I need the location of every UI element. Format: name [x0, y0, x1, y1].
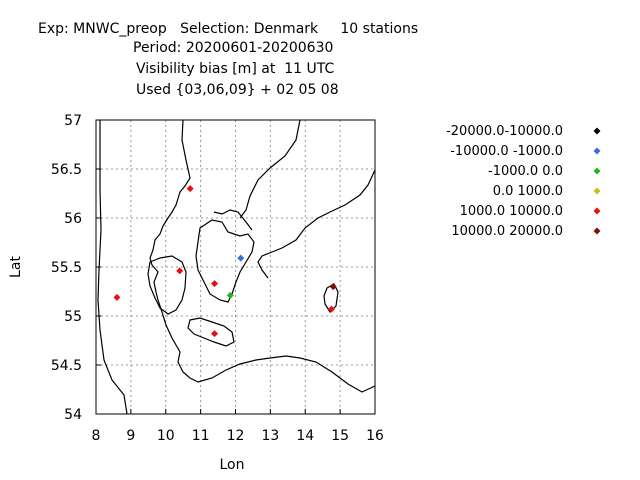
- x-tick-label: 16: [366, 428, 384, 444]
- coast-sweden: [257, 169, 375, 279]
- x-tick-label: 9: [126, 428, 135, 444]
- x-tick-label: 8: [92, 428, 101, 444]
- legend: -20000.0-10000.0 -10000.0 -1000.0 -1000.0 …: [446, 124, 601, 239]
- x-tick-label: 13: [261, 428, 279, 444]
- station-marker: [176, 267, 184, 275]
- station-marker: [211, 280, 219, 288]
- legend-label: -1000.0 0.0: [488, 164, 563, 179]
- legend-marker: [593, 207, 601, 215]
- coast-lolland: [187, 317, 235, 347]
- station-marker: [226, 291, 234, 299]
- station-marker: [186, 185, 194, 193]
- x-tick-label: 15: [331, 428, 349, 444]
- coast-sweden-north: [239, 120, 301, 219]
- coast-zealand-north: [213, 209, 253, 231]
- header-title-line1: Exp: MNWC_preop Selection: Denmark 10 st…: [38, 21, 419, 37]
- coast-jutland-east: [149, 120, 199, 383]
- coast-fyn: [147, 255, 187, 315]
- x-tick-label: 14: [296, 428, 314, 444]
- legend-marker: [593, 187, 601, 195]
- station-points: [113, 185, 337, 338]
- header-used-forecasts: Used {03,06,09} + 02 05 08: [136, 82, 339, 98]
- y-tick-label: 54: [64, 407, 82, 423]
- legend-marker: [593, 167, 601, 175]
- y-axis-label: Lat: [8, 256, 24, 278]
- legend-marker: [593, 127, 601, 135]
- axis-ticks: 8 9 10 11 12 13 14 15 16 54 54.5 55 55.5 56 56.5 57: [51, 113, 384, 444]
- station-marker: [211, 330, 219, 338]
- legend-label: -10000.0 -1000.0: [450, 144, 563, 159]
- map-grid: [96, 120, 375, 414]
- x-tick-label: 10: [157, 428, 175, 444]
- coast-zealand: [195, 219, 255, 303]
- header-parameter: Visibility bias [m] at 11 UTC: [136, 61, 335, 77]
- station-marker: [113, 293, 121, 301]
- legend-marker: [593, 147, 601, 155]
- y-tick-label: 55: [64, 309, 82, 325]
- legend-marker: [593, 227, 601, 235]
- station-marker: [327, 305, 335, 313]
- station-marker: [329, 283, 337, 291]
- legend-label: 10000.0 20000.0: [451, 224, 563, 239]
- y-tick-label: 57: [64, 113, 82, 129]
- legend-label: 0.0 1000.0: [493, 184, 563, 199]
- legend-label: -20000.0-10000.0: [446, 124, 563, 139]
- x-tick-label: 12: [227, 428, 245, 444]
- y-tick-label: 55.5: [51, 260, 82, 276]
- coast-germany: [197, 355, 375, 393]
- station-marker: [237, 254, 245, 262]
- y-tick-label: 54.5: [51, 358, 82, 374]
- x-tick-label: 11: [192, 428, 210, 444]
- y-tick-label: 56: [64, 211, 82, 227]
- header-period: Period: 20200601-20200630: [133, 40, 334, 56]
- legend-label: 1000.0 10000.0: [460, 204, 563, 219]
- y-tick-label: 56.5: [51, 162, 82, 178]
- coast-jutland-west: [97, 120, 128, 414]
- x-axis-label: Lon: [220, 457, 245, 473]
